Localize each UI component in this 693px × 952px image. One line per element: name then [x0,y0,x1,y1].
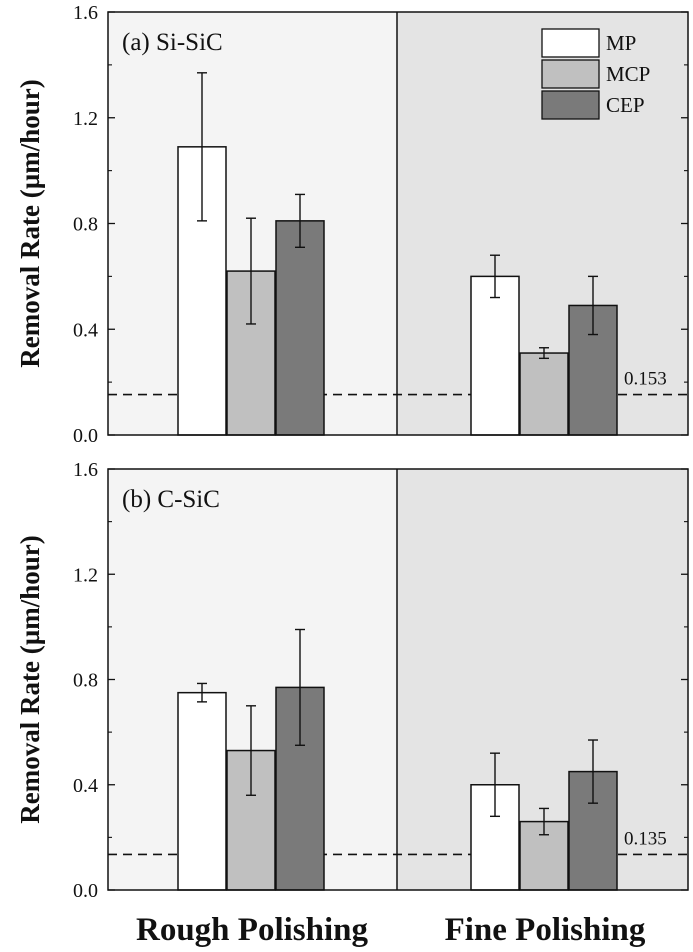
x-category-label-fine: Fine Polishing [445,912,646,948]
legend-label-mcp: MCP [606,62,650,86]
bar-mp-fine [470,275,520,436]
panel-b: 0.135 0.0 0.4 0.8 1.2 1.6 Removal Rate (µm/hou… [15,459,689,902]
bar-cep-rough [275,220,325,436]
panel-label: (b) C-SiC [122,486,220,513]
y-tick-label: 1.6 [73,459,98,481]
y-tick-label: 0.0 [73,425,98,447]
y-tick-label: 1.2 [73,564,98,586]
legend-label-cep: CEP [606,93,645,117]
bar-mcp-fine [519,352,569,436]
y-axis-label: Removal Rate (µm/hour) [15,79,45,368]
panel-label: (a) Si-SiC [122,29,223,56]
legend-swatch-mcp [541,59,600,89]
x-category-label-rough: Rough Polishing [136,912,368,948]
y-tick-label: 0.8 [73,670,98,692]
y-tick-label: 0.4 [73,319,98,341]
y-tick-label: 0.0 [73,880,98,902]
legend-swatch-mp [541,28,600,58]
bar-mp-rough [177,691,227,891]
y-tick-label: 0.4 [73,775,98,797]
legend-label-mp: MP [606,31,636,55]
y-axis-label: Removal Rate (µm/hour) [15,535,45,824]
y-tick-label: 1.6 [73,2,98,24]
reference-label: 0.153 [624,369,667,390]
y-tick-label: 0.8 [73,214,98,236]
background-right [397,469,688,890]
reference-label: 0.135 [624,828,667,849]
panel-a: 0.153 0.0 0.4 0.8 1.2 1.6 Removal Rate (µm/hou… [15,2,689,447]
legend-swatch-cep [541,90,600,120]
y-tick-label: 1.2 [73,108,98,130]
